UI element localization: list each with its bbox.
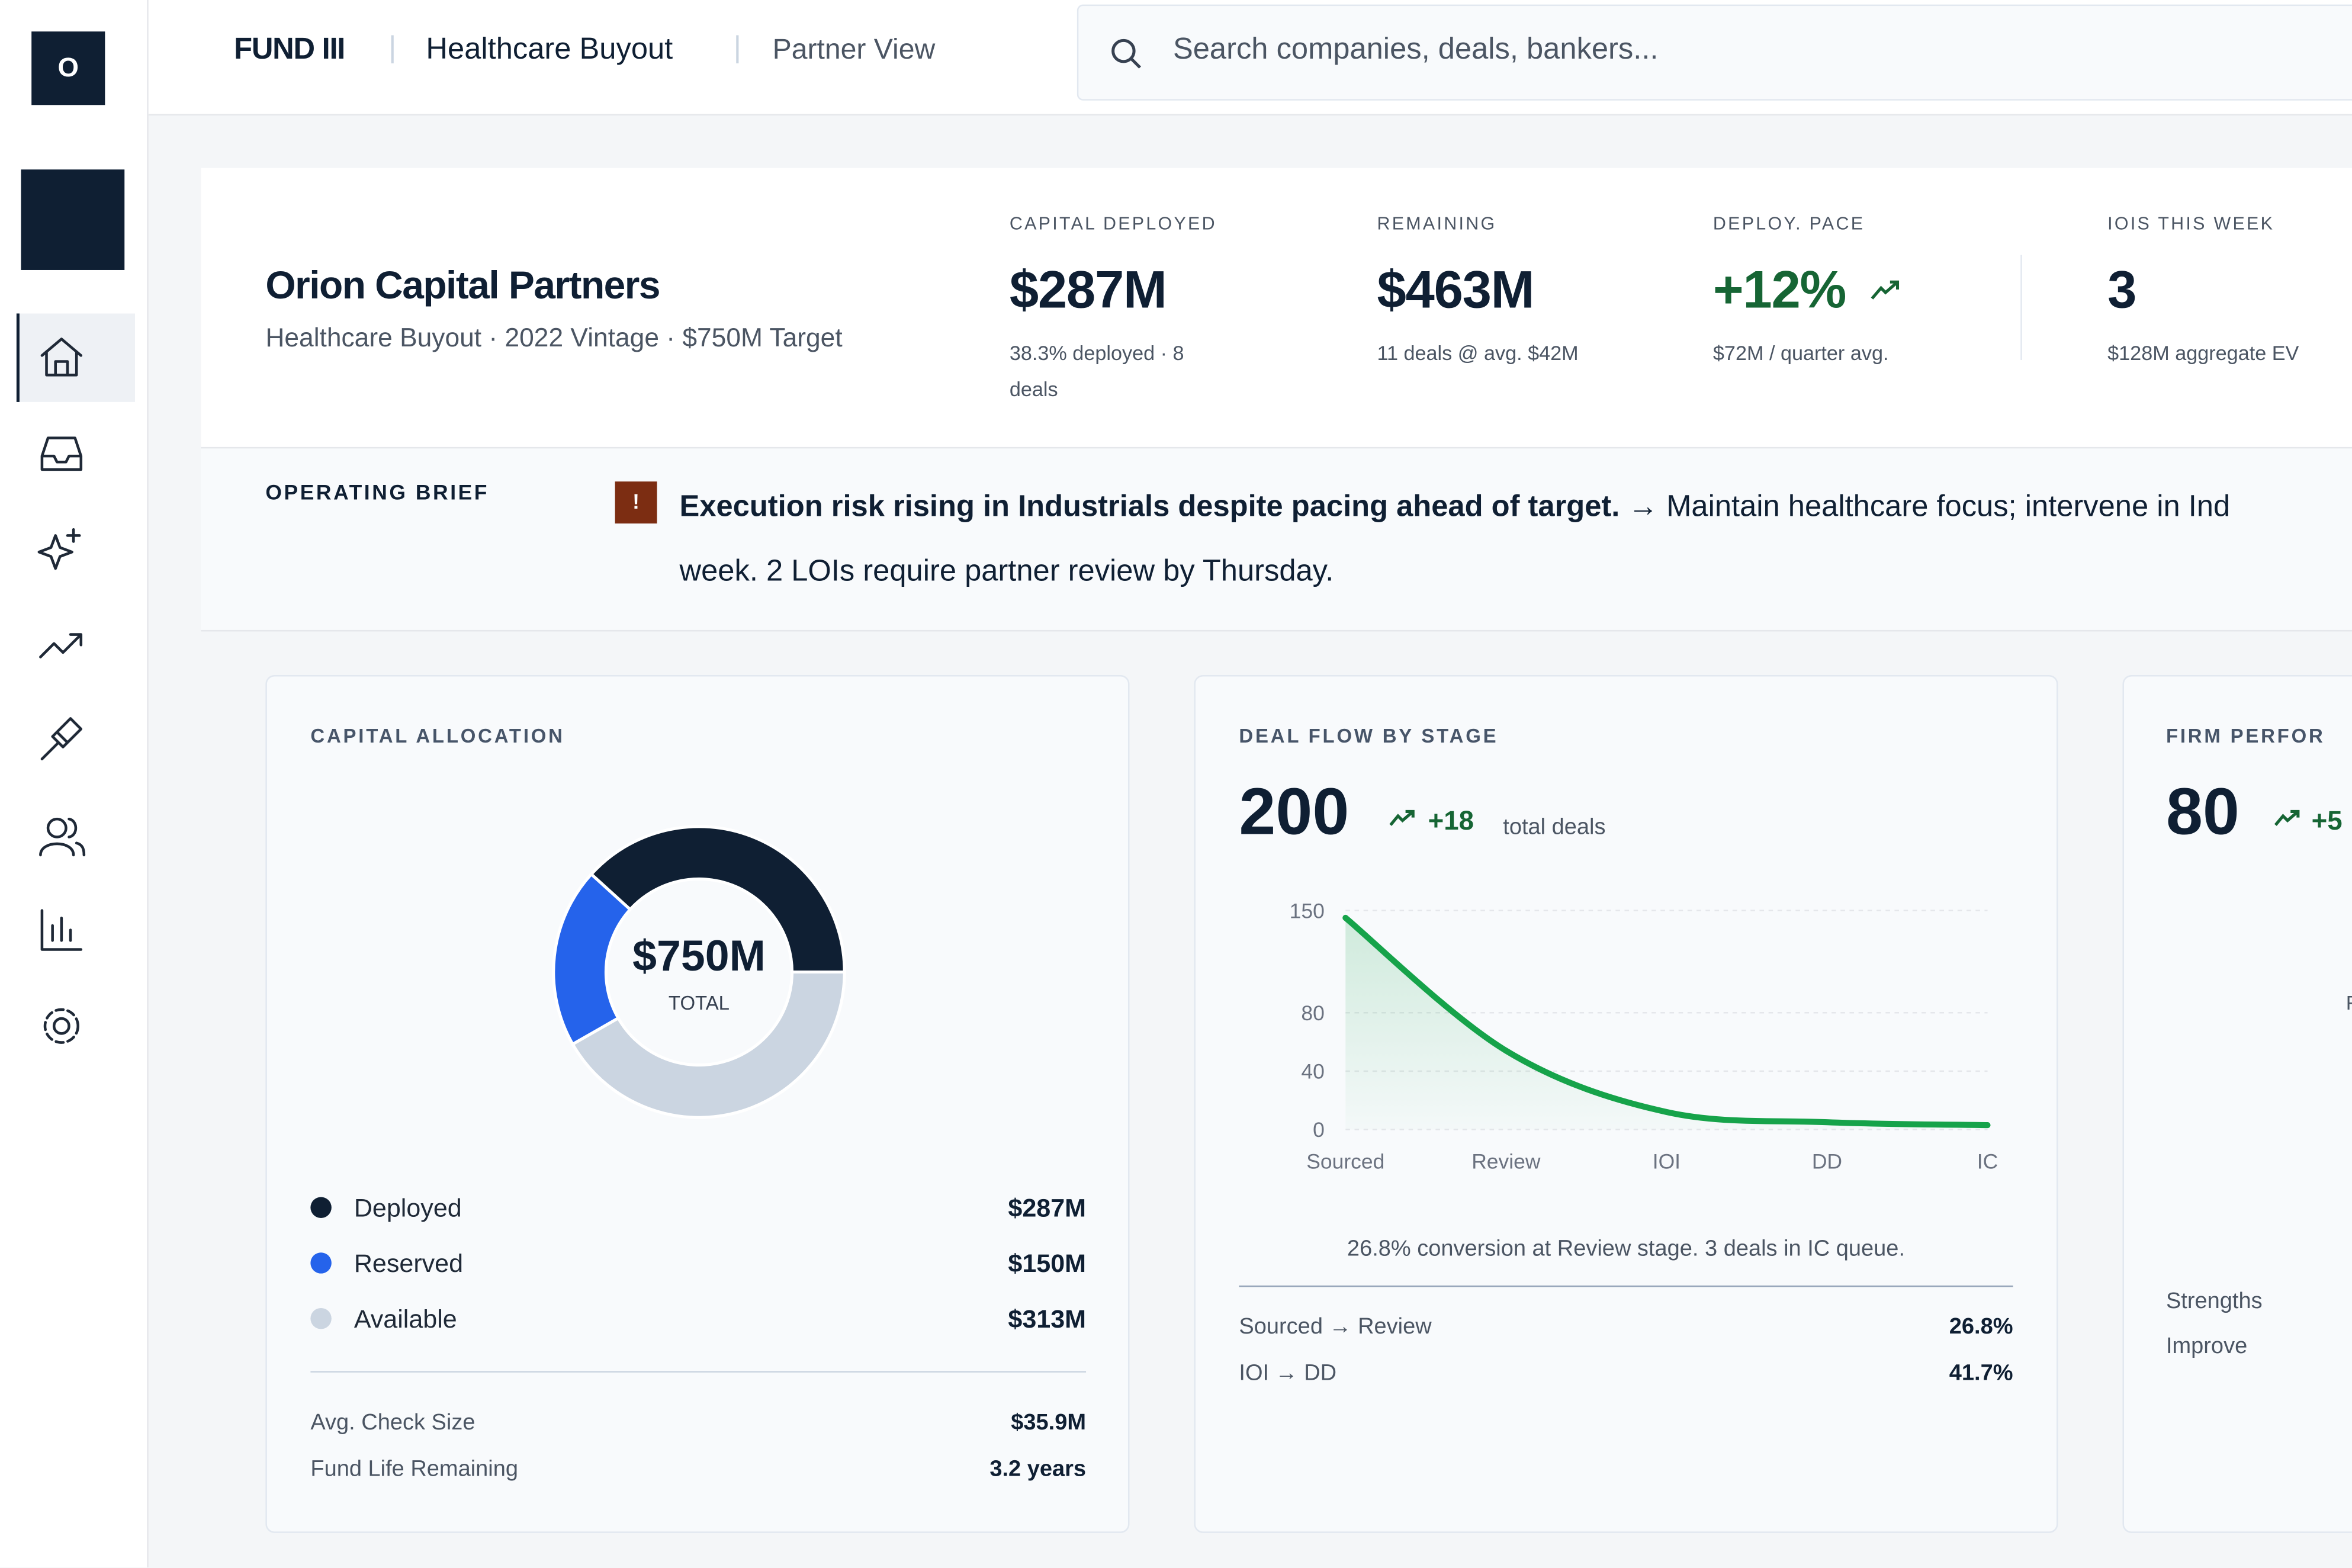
- donut-center-label: TOTAL: [669, 992, 730, 1014]
- legend-value: $150M: [1008, 1249, 1086, 1278]
- divider: |: [733, 31, 741, 65]
- fund-name: FUND III: [234, 33, 345, 66]
- trend-icon: [1389, 809, 1415, 826]
- y-tick-label: 40: [1301, 1060, 1324, 1084]
- legend-value: $287M: [1008, 1194, 1086, 1222]
- kpi-divider: [2020, 255, 2022, 360]
- nav-people[interactable]: [39, 817, 86, 857]
- donut-chart: Deployed $287M Reserved $150M Available $313M…: [310, 825, 1086, 1334]
- total-label: total deals: [1503, 814, 1606, 840]
- nav-settings[interactable]: [43, 1008, 80, 1044]
- delta: +18: [1428, 805, 1474, 836]
- separator: [310, 1371, 1087, 1373]
- legend-label: Deployed: [354, 1194, 462, 1222]
- brief-headline: Execution risk rising in Industrials des…: [679, 490, 1620, 524]
- kpi-label: IOIS THIS WEEK: [2107, 213, 2275, 234]
- row-label: Improve: [2165, 1334, 2248, 1360]
- stat-label: Fund Life Remaining: [310, 1456, 519, 1482]
- firm-performance-card: FIRM PERFOR 80 +5 F Strengths Improve: [2122, 674, 2352, 1533]
- summary-panel: [201, 168, 2352, 449]
- nav-inbox[interactable]: [40, 436, 83, 471]
- capital-allocation-card: CAPITAL ALLOCATION Deployed $287M Reserved…: [265, 674, 1130, 1533]
- row-label: Strengths: [2165, 1289, 2263, 1315]
- brief-line: Execution risk rising in Industrials des…: [680, 490, 2352, 525]
- kpi-note: 11 deals @ avg. $42M: [1377, 342, 1579, 365]
- y-tick-label: 0: [1313, 1118, 1325, 1142]
- kpi-label: CAPITAL DEPLOYED: [1009, 213, 1217, 234]
- x-tick-label: IC: [1977, 1149, 1998, 1173]
- logo[interactable]: O: [31, 31, 105, 105]
- brief-text: → Maintain healthcare focus; intervene i…: [1628, 490, 2231, 524]
- x-tick-label: Review: [1471, 1149, 1541, 1173]
- nav-icons: [37, 338, 86, 1044]
- trend-icon: [1869, 279, 1902, 310]
- nav-analytics[interactable]: [40, 909, 83, 951]
- conversion-label: IOI → DD: [1239, 1360, 1337, 1386]
- card-title: FIRM PERFOR: [2165, 724, 2325, 747]
- conversion-value: 41.7%: [1949, 1360, 2013, 1386]
- stat-value: 3.2 years: [989, 1456, 1087, 1482]
- kpi-value: +12%: [1712, 261, 1846, 320]
- nav-home[interactable]: [40, 338, 83, 377]
- donut-center-value: $750M: [632, 931, 766, 980]
- kpi-note: $72M / quarter avg.: [1712, 342, 1889, 365]
- brief-text: week. 2 LOIs require partner review by T…: [679, 555, 1334, 589]
- kpi-note: 38.3% deployed · 8 deals: [1009, 342, 1184, 401]
- legend-label: Reserved: [354, 1249, 463, 1278]
- conversion-label: Sourced → Review: [1239, 1314, 1432, 1340]
- search-icon: [1111, 38, 1142, 69]
- nav-ai[interactable]: [37, 528, 81, 570]
- brief-panel: [201, 448, 2352, 632]
- legend-dot: [310, 1252, 332, 1274]
- stat-label: Avg. Check Size: [310, 1410, 475, 1436]
- trend-icon: [2274, 809, 2300, 826]
- kpi-value: $463M: [1377, 261, 1534, 320]
- delta: +5: [2311, 805, 2343, 836]
- score: 80: [2165, 775, 2239, 849]
- donut-segment: [570, 970, 846, 1119]
- search-box[interactable]: [1077, 4, 2352, 101]
- x-tick-label: IOI: [1653, 1149, 1681, 1173]
- x-tick-label: Sourced: [1306, 1149, 1384, 1173]
- total-deals: 200: [1239, 775, 1349, 849]
- y-tick-label: 150: [1290, 899, 1325, 923]
- strategy: Healthcare Buyout: [426, 33, 673, 66]
- line-area: [1345, 917, 1988, 1130]
- alert-icon: !: [615, 481, 657, 524]
- conversion-value: 26.8%: [1949, 1314, 2013, 1340]
- line-series: [1342, 914, 1991, 1129]
- stat-value: $35.9M: [1011, 1410, 1087, 1436]
- line-chart: 0 40 80 150 Sourced Review IOI DD IC: [1290, 899, 1998, 1173]
- brief-label: OPERATING BRIEF: [265, 480, 490, 505]
- donut-segment: [552, 872, 632, 1046]
- workspace-tile[interactable]: [21, 169, 125, 270]
- y-tick-label: 80: [1301, 1001, 1324, 1025]
- legend-dot: [310, 1197, 332, 1218]
- card-title: CAPITAL ALLOCATION: [310, 724, 565, 747]
- legend-value: $313M: [1008, 1305, 1086, 1334]
- kpi-value: 3: [2107, 261, 2136, 320]
- legend-dot: [310, 1307, 332, 1329]
- kpi-value: $287M: [1009, 261, 1167, 320]
- search-placeholder: Search companies, deals, bankers...: [1172, 33, 1659, 66]
- view-mode[interactable]: Partner View: [772, 34, 936, 66]
- deal-flow-card: DEAL FLOW BY STAGE 200 +18 total deals 0…: [1194, 674, 2058, 1533]
- kpi-label: DEPLOY. PACE: [1712, 213, 1865, 234]
- firm-name: Orion Capital Partners: [265, 262, 660, 308]
- kpi-label: REMAINING: [1377, 213, 1497, 234]
- chart-note: 26.8% conversion at Review stage. 3 deal…: [1347, 1236, 1906, 1262]
- card-title: DEAL FLOW BY STAGE: [1239, 724, 1499, 747]
- divider: |: [388, 31, 397, 65]
- nav-trends[interactable]: [39, 633, 83, 658]
- axis-label: F: [2346, 991, 2352, 1014]
- firm-subtitle: Healthcare Buyout · 2022 Vintage · $750M…: [265, 322, 843, 353]
- kpi-note: $128M aggregate EV: [2107, 342, 2299, 365]
- legend-label: Available: [354, 1305, 457, 1334]
- nav-deals[interactable]: [40, 717, 83, 761]
- x-tick-label: DD: [1812, 1149, 1842, 1173]
- separator: [1239, 1285, 2013, 1287]
- donut-segment: [589, 825, 846, 974]
